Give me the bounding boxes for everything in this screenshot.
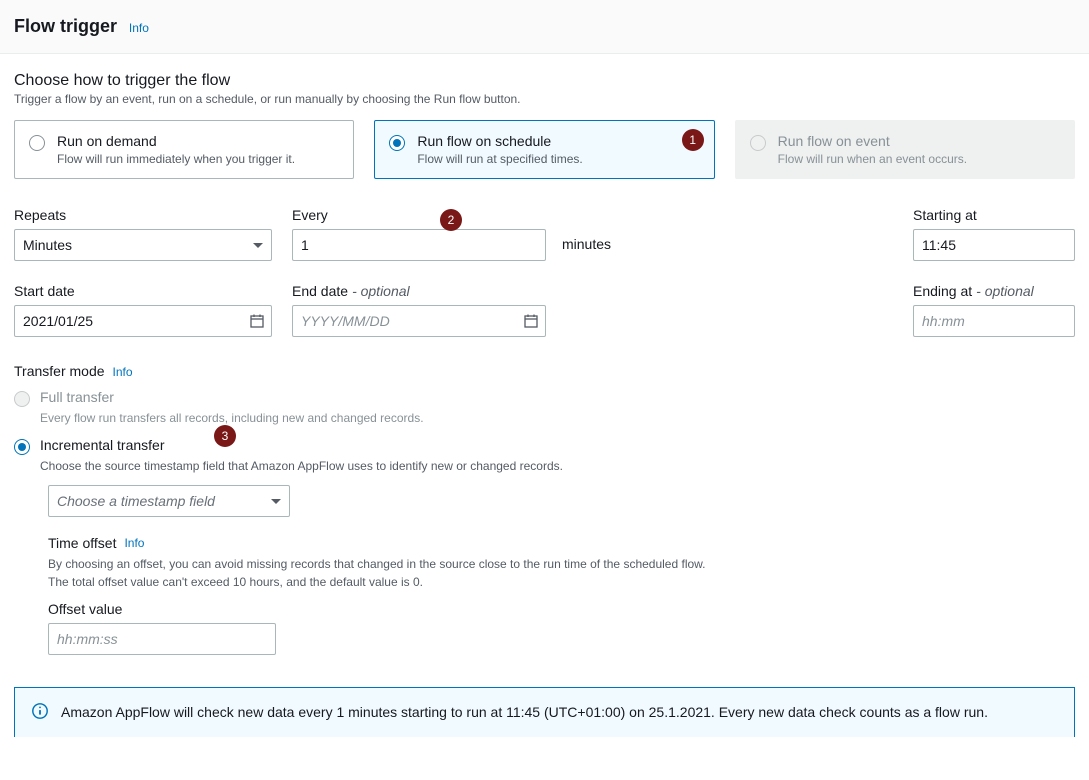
card-title: Run flow on schedule [417,133,699,149]
repeats-select[interactable]: Minutes [14,229,272,261]
callout-1: 1 [682,129,704,151]
card-desc: Flow will run when an event occurs. [778,152,1060,166]
radio-icon [389,135,405,151]
end-date-group: End date - optional YYYY/MM/DD [292,283,546,337]
start-date-label: Start date [14,283,272,299]
card-run-on-event: Run flow on event Flow will run when an … [735,120,1075,179]
main-content: Choose how to trigger the flow Trigger a… [0,54,1089,669]
schedule-row-1: Repeats Minutes Every 2 minutes Starting… [14,207,1075,261]
trigger-cards: Run on demand Flow will run immediately … [14,120,1075,179]
end-date-input[interactable]: YYYY/MM/DD [292,305,546,337]
ending-at-input[interactable] [913,305,1075,337]
radio-icon [750,135,766,151]
end-date-label: End date - optional [292,283,546,299]
choose-title: Choose how to trigger the flow [14,72,1075,90]
start-date-value: 2021/01/25 [23,313,93,329]
ending-at-group: Ending at - optional [913,283,1075,337]
time-offset-info-link[interactable]: Info [124,536,144,550]
repeats-group: Repeats Minutes [14,207,272,261]
card-run-on-schedule[interactable]: Run flow on schedule Flow will run at sp… [374,120,714,179]
timestamp-placeholder: Choose a timestamp field [57,493,215,509]
info-icon [31,702,49,720]
offset-value-input[interactable] [48,623,276,655]
incremental-title: Incremental transfer [40,437,165,453]
every-input[interactable] [292,229,546,261]
repeats-label: Repeats [14,207,272,223]
calendar-icon [523,313,539,329]
card-title: Run on demand [57,133,339,149]
callout-3: 3 [214,425,236,447]
radio-icon [14,391,30,407]
timestamp-select[interactable]: Choose a timestamp field [48,485,290,517]
radio-icon [14,439,30,455]
info-box: Amazon AppFlow will check new data every… [14,687,1075,737]
panel-header: Flow trigger Info [0,0,1089,54]
transfer-mode-label: Transfer mode Info [14,363,1075,379]
chevron-down-icon [253,243,263,248]
card-run-on-demand[interactable]: Run on demand Flow will run immediately … [14,120,354,179]
callout-2: 2 [440,209,462,231]
timestamp-field-group: Choose a timestamp field [48,485,1075,517]
every-group: Every 2 [292,207,546,261]
every-unit: minutes [562,216,611,252]
header-info-link[interactable]: Info [129,21,149,35]
start-date-group: Start date 2021/01/25 [14,283,272,337]
radio-full-transfer: Full transfer [14,389,1075,407]
schedule-row-2: Start date 2021/01/25 End date - optiona… [14,283,1075,337]
radio-icon [29,135,45,151]
chevron-down-icon [271,499,281,504]
info-text: Amazon AppFlow will check new data every… [61,702,988,723]
transfer-mode-section: Transfer mode Info Full transfer Every f… [14,363,1075,655]
full-transfer-title: Full transfer [40,389,114,405]
transfer-info-link[interactable]: Info [113,365,133,379]
card-desc: Flow will run immediately when you trigg… [57,152,339,166]
calendar-icon [249,313,265,329]
starting-at-label: Starting at [913,207,1075,223]
choose-desc: Trigger a flow by an event, run on a sch… [14,92,1075,106]
time-offset-desc: By choosing an offset, you can avoid mis… [48,555,1075,591]
full-transfer-desc: Every flow run transfers all records, in… [40,411,1075,425]
start-date-input[interactable]: 2021/01/25 [14,305,272,337]
radio-incremental-transfer[interactable]: Incremental transfer 3 [14,437,1075,455]
card-desc: Flow will run at specified times. [417,152,699,166]
time-offset-label: Time offset Info [48,535,1075,551]
ending-at-label: Ending at - optional [913,283,1075,299]
incremental-desc: Choose the source timestamp field that A… [40,459,1075,473]
end-date-placeholder: YYYY/MM/DD [301,313,390,329]
card-title: Run flow on event [778,133,1060,149]
starting-at-group: Starting at [913,207,1075,261]
starting-at-input[interactable] [913,229,1075,261]
panel-title: Flow trigger [14,16,117,36]
every-label: Every [292,207,546,223]
offset-value-label: Offset value [48,601,1075,617]
repeats-value: Minutes [23,237,72,253]
